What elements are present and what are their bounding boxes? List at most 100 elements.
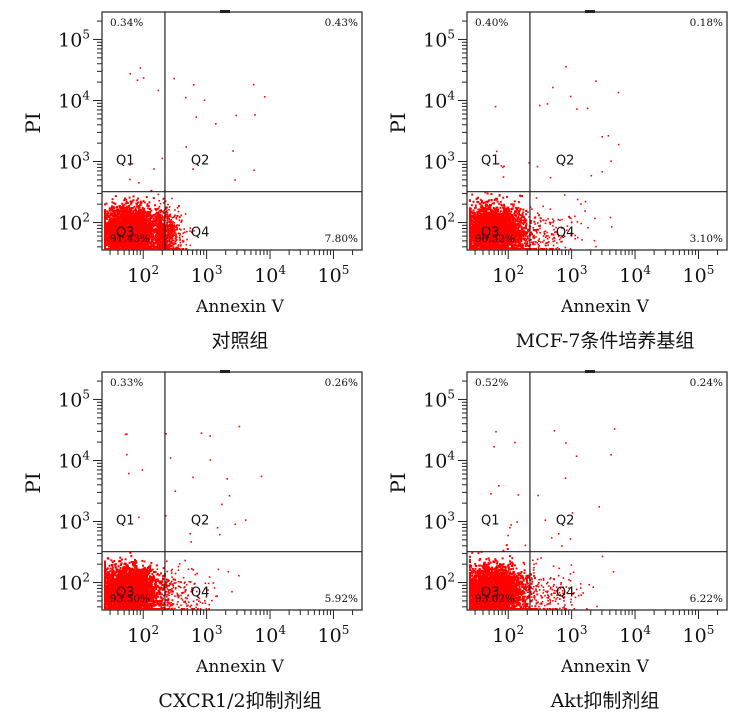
event-dot <box>160 223 163 225</box>
event-dot <box>168 225 171 227</box>
event-dot <box>104 245 106 248</box>
event-dot <box>111 208 114 211</box>
event-dot <box>157 244 159 247</box>
event-dot <box>136 225 139 228</box>
event-dot <box>153 168 155 170</box>
event-dot <box>171 226 174 229</box>
event-dot <box>215 123 217 125</box>
event-dot <box>175 224 178 227</box>
event-dot <box>152 219 155 222</box>
event-dot <box>127 217 130 220</box>
event-dot <box>144 245 146 248</box>
event-dot <box>180 214 182 217</box>
event-dot <box>159 248 161 250</box>
event-dot <box>147 243 150 246</box>
event-dot <box>133 220 136 223</box>
event-dot <box>127 221 130 224</box>
event-dot <box>136 229 139 232</box>
event-dot <box>161 243 164 245</box>
event-dot <box>129 226 132 229</box>
event-dot <box>136 246 139 249</box>
event-dot <box>157 89 160 92</box>
event-dot <box>137 223 139 226</box>
event-dot <box>104 235 106 238</box>
x-tick-label: 104 <box>254 263 286 287</box>
event-dot <box>128 230 131 233</box>
event-dot <box>104 246 106 249</box>
event-dot <box>167 228 169 230</box>
event-dot <box>138 234 141 237</box>
event-dot <box>168 234 170 237</box>
event-dot <box>113 241 116 244</box>
event-dot <box>129 178 131 181</box>
event-dot <box>166 222 168 224</box>
event-dot <box>203 99 206 102</box>
event-dot <box>165 230 168 233</box>
event-dot <box>182 248 185 250</box>
event-dot <box>104 203 106 206</box>
event-dot <box>137 201 140 204</box>
event-dot <box>162 245 164 248</box>
event-dot <box>104 227 106 230</box>
event-dot <box>171 197 173 200</box>
event-dot <box>146 238 149 241</box>
event-dot <box>184 96 187 99</box>
event-dot <box>112 205 115 208</box>
event-dot <box>156 228 159 231</box>
event-dot <box>109 217 112 220</box>
event-dot <box>125 202 128 205</box>
event-dot <box>127 241 130 244</box>
event-dot <box>131 200 134 203</box>
event-dot <box>138 218 141 221</box>
event-dot <box>140 201 143 204</box>
event-dot <box>168 245 170 248</box>
event-dot <box>171 228 174 231</box>
event-dot <box>148 224 151 227</box>
event-dot <box>142 240 145 243</box>
event-dot <box>123 224 126 227</box>
event-dot <box>132 248 135 250</box>
event-dot <box>124 233 127 236</box>
event-dot <box>115 213 118 216</box>
event-dot <box>178 234 181 237</box>
event-dot <box>170 248 173 250</box>
event-dot <box>154 212 157 215</box>
quadrant-label-q4: Q4 <box>191 226 210 241</box>
event-dot <box>172 235 174 237</box>
event-dot <box>168 244 171 246</box>
event-dot <box>156 222 158 225</box>
event-dot <box>144 238 147 241</box>
y-tick-label: 103 <box>58 150 90 174</box>
event-dot <box>129 235 132 238</box>
event-dot <box>106 215 109 218</box>
event-dot <box>120 235 123 238</box>
event-dot <box>129 164 131 166</box>
top-marker <box>220 10 230 13</box>
event-dot <box>166 214 169 216</box>
event-dot <box>175 216 178 219</box>
event-dot <box>125 198 128 201</box>
event-dot <box>145 196 148 199</box>
event-dot <box>181 235 184 238</box>
event-dot <box>170 245 172 248</box>
event-dot <box>126 211 129 214</box>
x-tick-label: 103 <box>191 263 223 287</box>
event-dot <box>168 239 170 241</box>
event-dot <box>150 236 153 239</box>
event-dot <box>142 222 145 225</box>
event-dot <box>156 243 158 245</box>
event-dot <box>152 245 155 248</box>
event-dot <box>170 240 172 242</box>
event-dot <box>163 221 166 223</box>
event-dot <box>180 228 182 231</box>
event-dot <box>121 224 124 227</box>
event-dot <box>171 232 173 234</box>
event-dot <box>111 236 114 239</box>
event-dot <box>148 232 151 235</box>
event-dot <box>158 238 161 241</box>
event-dot <box>106 210 109 213</box>
event-dot <box>129 237 132 240</box>
event-dot <box>113 245 116 248</box>
event-dot <box>166 216 169 219</box>
event-dot <box>171 230 173 233</box>
